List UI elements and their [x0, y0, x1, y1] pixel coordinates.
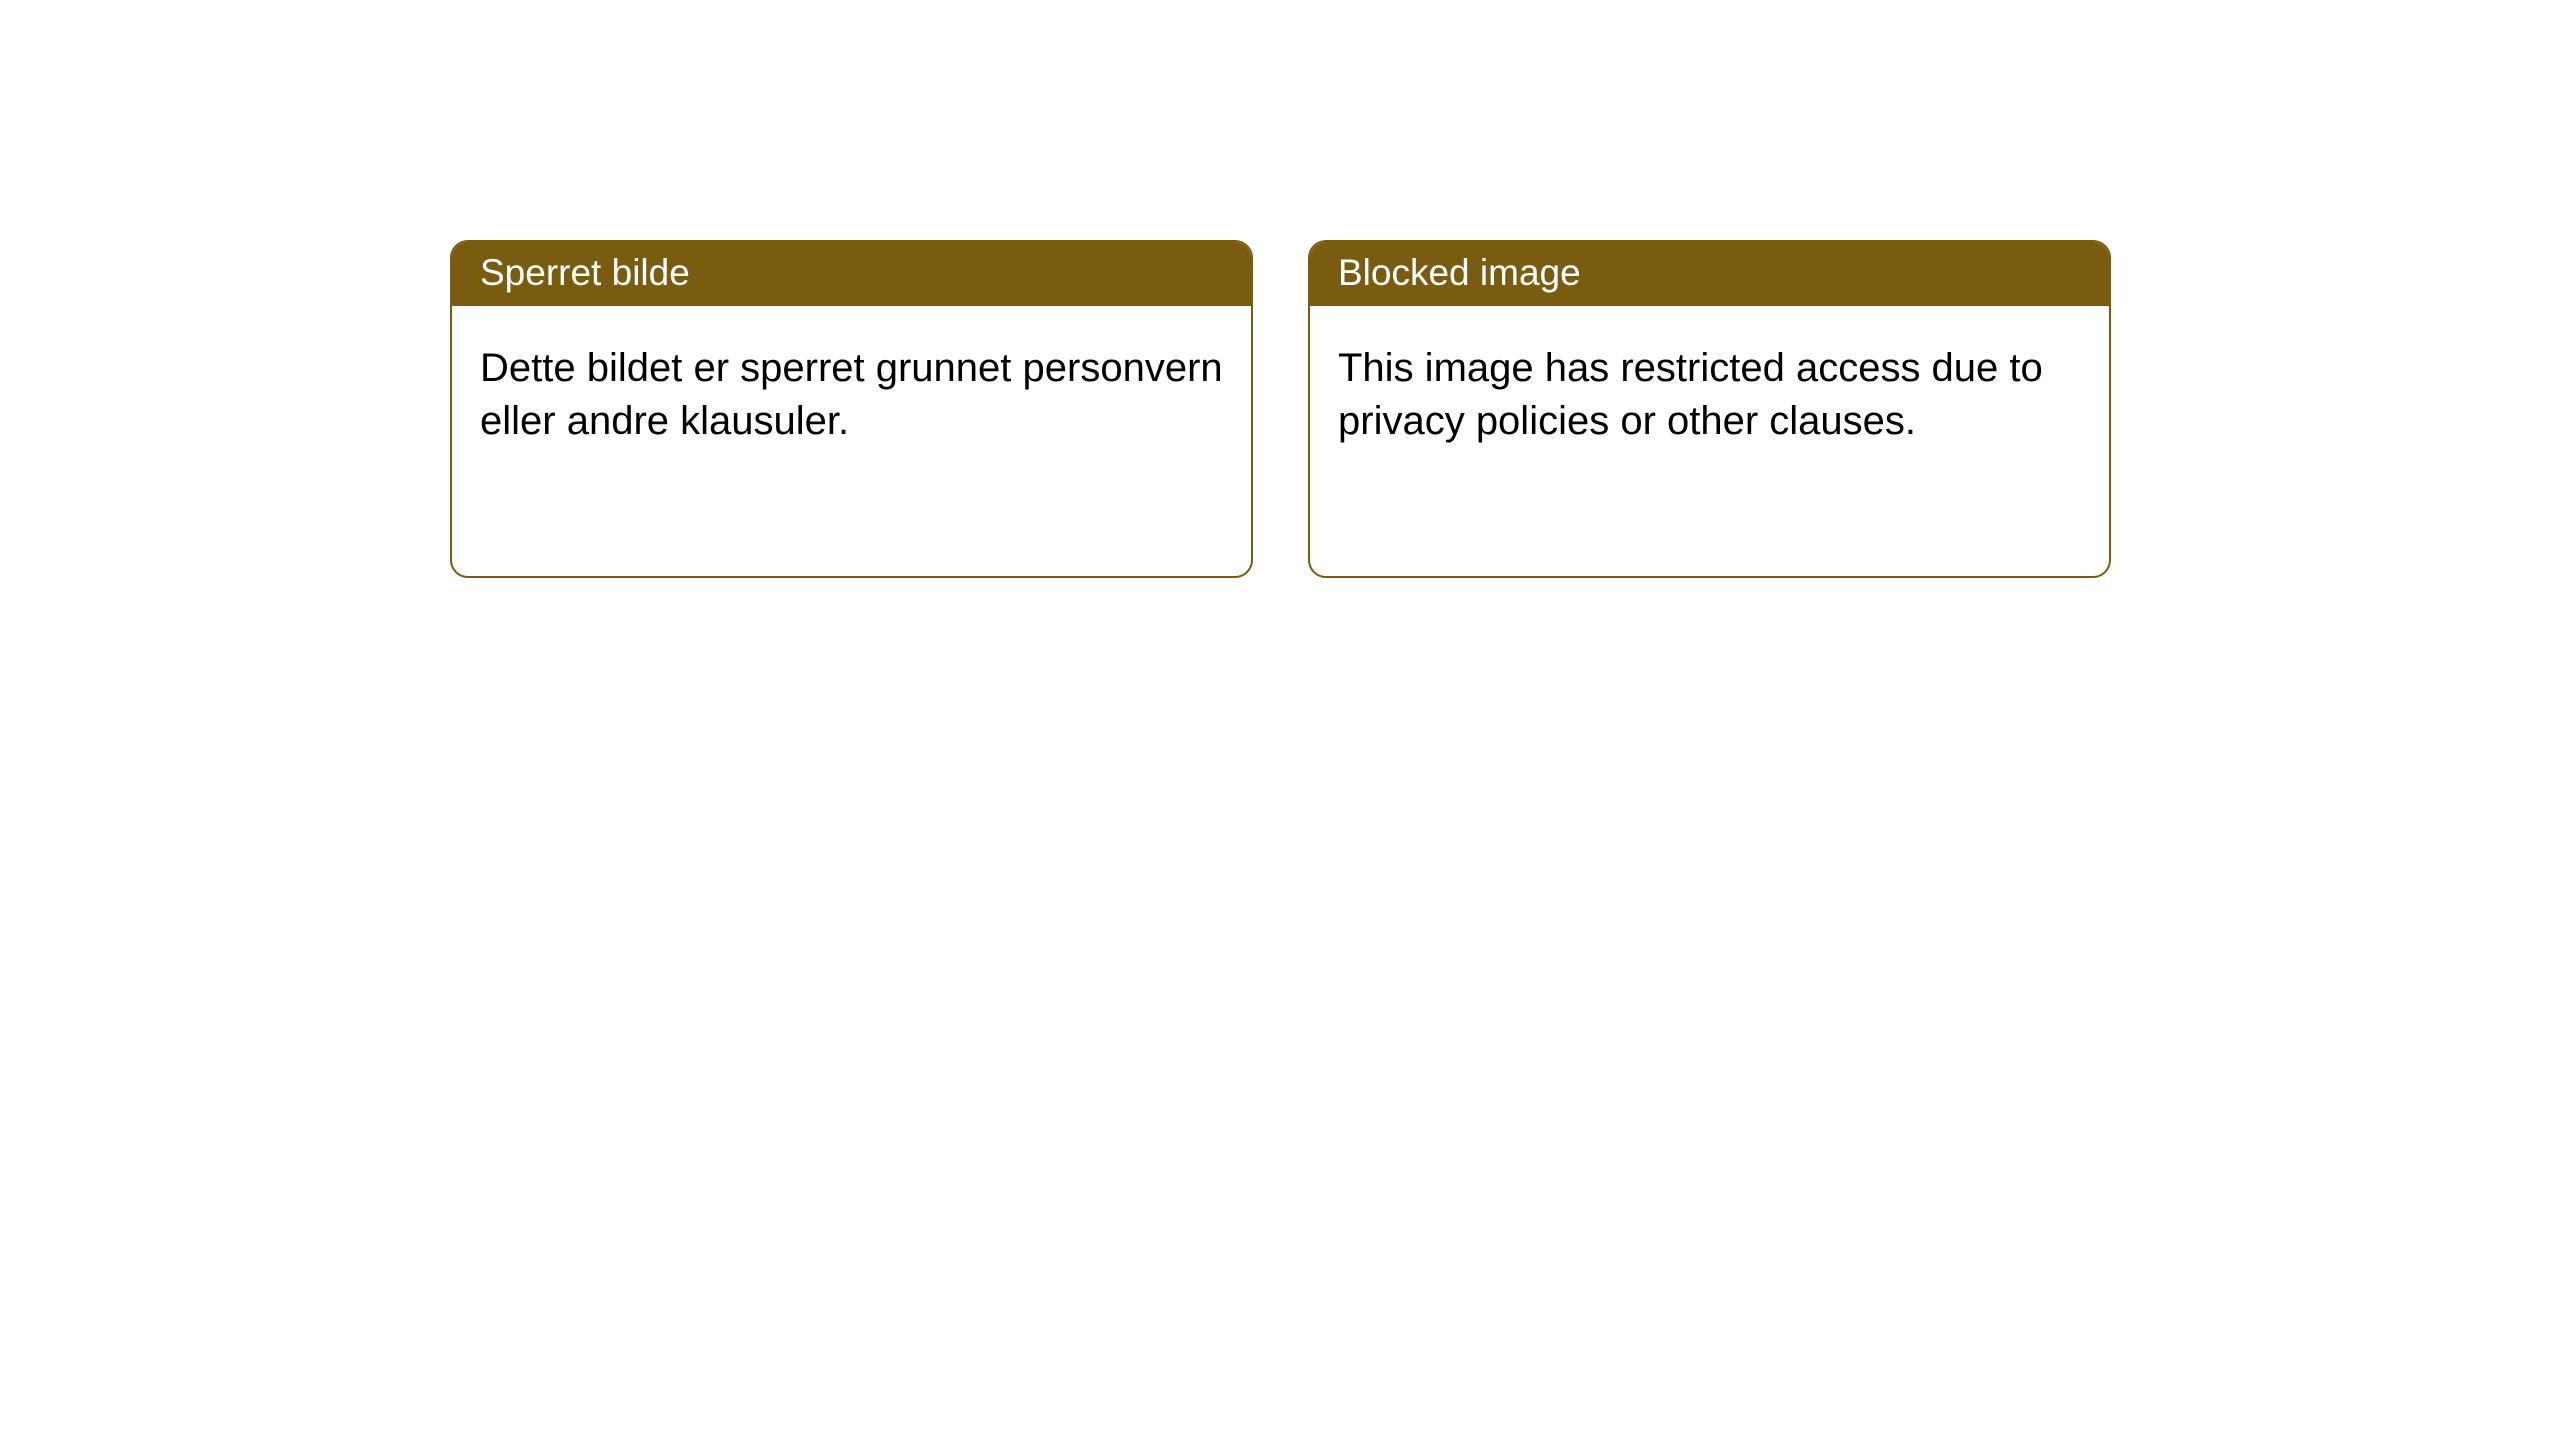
card-title: Sperret bilde	[480, 252, 690, 293]
card-header: Sperret bilde	[452, 242, 1251, 306]
card-body-text: Dette bildet er sperret grunnet personve…	[480, 346, 1223, 443]
card-body-text: This image has restricted access due to …	[1338, 346, 2043, 443]
card-title: Blocked image	[1338, 252, 1581, 293]
notice-card-norwegian: Sperret bilde Dette bildet er sperret gr…	[450, 240, 1253, 578]
card-header: Blocked image	[1310, 242, 2109, 306]
notice-cards-container: Sperret bilde Dette bildet er sperret gr…	[450, 240, 2111, 578]
notice-card-english: Blocked image This image has restricted …	[1308, 240, 2111, 578]
card-body: Dette bildet er sperret grunnet personve…	[452, 306, 1251, 576]
card-body: This image has restricted access due to …	[1310, 306, 2109, 576]
